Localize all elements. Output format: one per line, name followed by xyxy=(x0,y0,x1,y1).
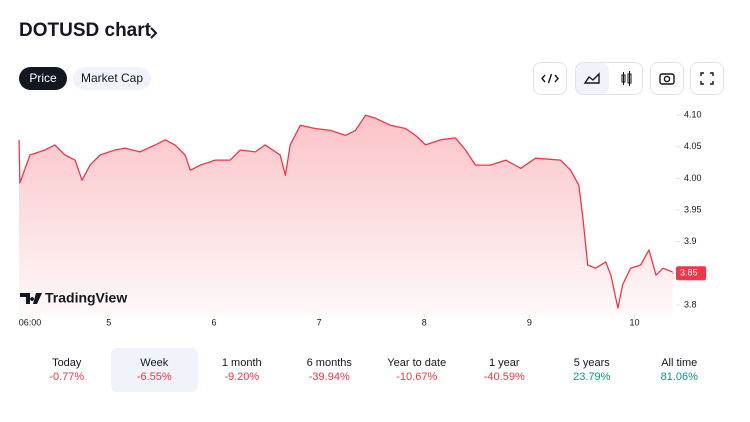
period-change: -10.67% xyxy=(396,371,438,383)
snapshot-button[interactable] xyxy=(650,62,684,95)
period-button[interactable]: Week -6.55% xyxy=(110,348,198,392)
title: DOTUSD chart xyxy=(19,20,151,41)
period-button[interactable]: 1 month -9.20% xyxy=(198,348,286,392)
chevron xyxy=(150,27,158,39)
period-label: Week xyxy=(140,357,169,369)
brand-name: TradingView xyxy=(45,290,127,306)
last-price-box xyxy=(676,266,706,281)
period-button[interactable]: Today -0.77% xyxy=(23,348,111,392)
period-change: -9.20% xyxy=(224,371,260,383)
y-tick-label: 4.10 xyxy=(684,110,702,120)
period-label: 5 years xyxy=(573,357,610,369)
period-label: 1 month xyxy=(221,357,262,369)
candle-button[interactable] xyxy=(610,63,643,94)
period-label: All time xyxy=(661,357,698,369)
x-tick-label: 9 xyxy=(527,317,532,327)
period-button[interactable]: All time 81.06% xyxy=(636,348,724,392)
period-label: 6 months xyxy=(306,357,352,369)
x-tick-label: 6 xyxy=(211,317,216,327)
period-button[interactable]: 6 months -39.94% xyxy=(286,348,374,392)
x-tick-label: 7 xyxy=(317,317,322,327)
area xyxy=(19,115,673,315)
period-label: Today xyxy=(52,357,82,369)
x-tick-label: 5 xyxy=(106,317,111,327)
x-tick-label: 8 xyxy=(422,317,427,327)
period-row: Today -0.77% Week -6.55% 1 month -9.20% 6 mont… xyxy=(23,348,723,392)
fullscreen-button[interactable] xyxy=(690,62,724,95)
tab-market-cap[interactable]: Market Cap xyxy=(73,67,151,90)
period-button[interactable]: Year to date -10.67% xyxy=(373,348,461,392)
brand-logo: TradingView xyxy=(20,290,127,306)
period-change: -0.77% xyxy=(49,371,85,383)
period-change: -40.59% xyxy=(483,371,525,383)
x-tick-label: 06:00 xyxy=(19,317,42,327)
period-label: Year to date xyxy=(387,357,447,369)
embed-button[interactable] xyxy=(533,62,567,95)
period-change: -6.55% xyxy=(136,371,172,383)
chart-type-group xyxy=(575,62,643,95)
y-tick-label: 3.95 xyxy=(684,204,702,214)
tab-price[interactable]: Price xyxy=(19,67,67,90)
period-label: 1 year xyxy=(488,357,520,369)
period-button[interactable]: 1 year -40.59% xyxy=(461,348,549,392)
period-change: -39.94% xyxy=(308,371,350,383)
period-change: 23.79% xyxy=(573,371,611,383)
period-button[interactable]: 5 years 23.79% xyxy=(548,348,636,392)
area-button[interactable] xyxy=(576,63,609,94)
x-tick-label: 10 xyxy=(630,317,640,327)
period-change: 81.06% xyxy=(660,371,698,383)
y-tick-label: 3.9 xyxy=(684,236,697,246)
y-tick-label: 4.00 xyxy=(684,173,702,183)
last-price-label: 3.85 xyxy=(680,268,698,278)
y-tick-label: 4.05 xyxy=(684,141,702,151)
chart: TradingView 3.8 3.85 3.9 3.95 4.00 4.05 4.10 06… xyxy=(18,110,706,327)
price-line xyxy=(18,114,673,309)
y-tick-label: 3.8 xyxy=(684,299,697,309)
